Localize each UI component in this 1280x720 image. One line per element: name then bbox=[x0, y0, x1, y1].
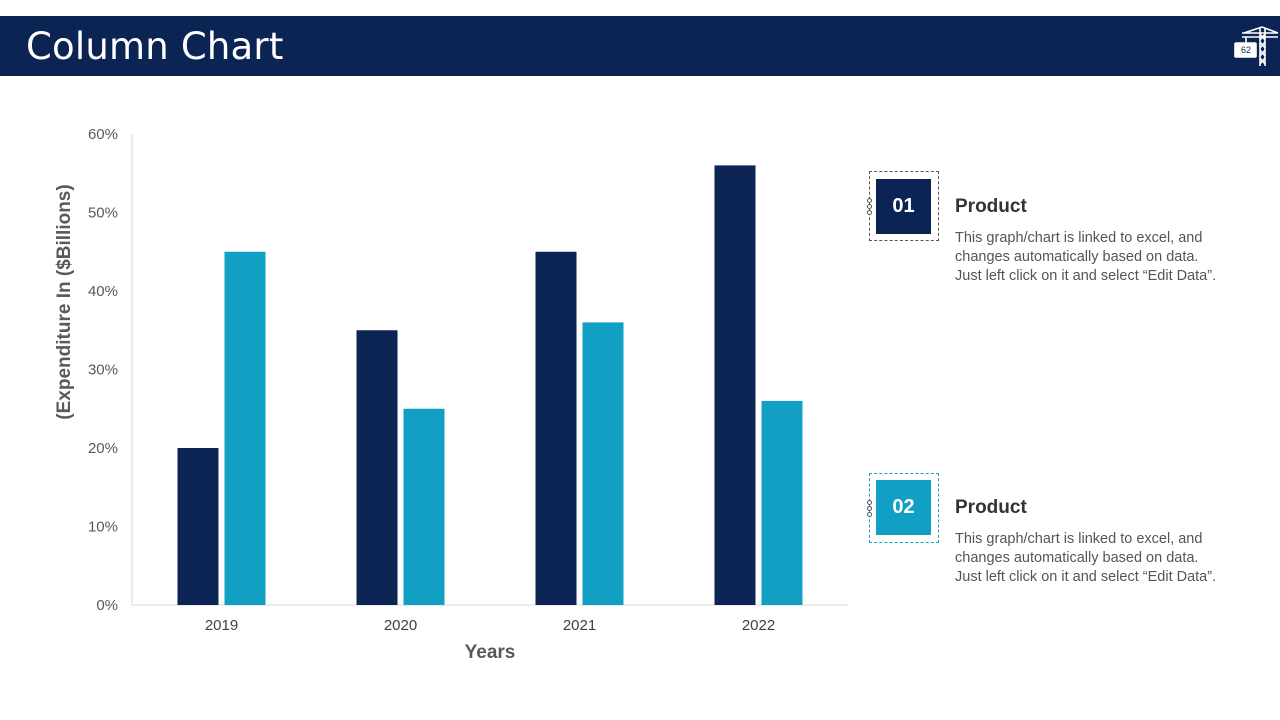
bar-2020-series-1 bbox=[356, 330, 398, 605]
y-tick-label: 10% bbox=[88, 519, 118, 536]
column-chart: 0% 10% 20% 30% 40% 50% 60% 2019 2020 2021 2022 Ye… bbox=[54, 126, 848, 663]
legend-2-line-3: Just left click on it and select “Edit D… bbox=[955, 569, 1217, 585]
legend-1-badge: 01 bbox=[876, 179, 931, 234]
x-tick-label: 2019 bbox=[205, 617, 238, 634]
bar-2022-series-1 bbox=[714, 165, 756, 605]
legend-2-line-1: This graph/chart is linked to excel, and bbox=[955, 531, 1203, 547]
bar-2019-series-2 bbox=[224, 251, 266, 605]
y-tick-label: 40% bbox=[88, 283, 118, 300]
crane-icon bbox=[1234, 26, 1279, 66]
legend-2-frame bbox=[867, 473, 939, 543]
bar-2021-series-1 bbox=[535, 251, 577, 605]
page-title: Column Chart bbox=[26, 25, 284, 68]
y-tick-label: 60% bbox=[88, 126, 118, 143]
legend-1-frame bbox=[867, 171, 939, 241]
legend-1-line-3: Just left click on it and select “Edit D… bbox=[955, 268, 1217, 284]
bar-2019-series-1 bbox=[177, 448, 219, 605]
x-tick-label: 2020 bbox=[384, 617, 417, 634]
y-axis-label: (Expenditure In ($Billions) bbox=[54, 184, 75, 419]
bar-2021-series-2 bbox=[582, 322, 624, 605]
y-tick-label: 0% bbox=[96, 597, 118, 614]
page-number: 62 bbox=[1240, 45, 1251, 55]
y-tick-label: 50% bbox=[88, 205, 118, 222]
legend-1-line-1: This graph/chart is linked to excel, and bbox=[955, 230, 1203, 246]
x-tick-label: 2022 bbox=[742, 617, 775, 634]
legend-2-badge: 02 bbox=[876, 480, 931, 535]
x-axis-label: Years bbox=[465, 642, 516, 663]
legend-1-description: This graph/chart is linked to excel, and… bbox=[955, 229, 1255, 286]
legend-2-line-2: changes automatically based on data. bbox=[955, 550, 1199, 566]
bar-2022-series-2 bbox=[761, 400, 803, 605]
x-tick-label: 2021 bbox=[563, 617, 596, 634]
y-tick-label: 20% bbox=[88, 440, 118, 457]
legend-2-heading: Product bbox=[955, 497, 1027, 518]
bar-2020-series-2 bbox=[403, 408, 445, 605]
legend-2-description: This graph/chart is linked to excel, and… bbox=[955, 530, 1255, 587]
title-bar: Column Chart 62 bbox=[0, 16, 1280, 76]
legend-1-heading: Product bbox=[955, 196, 1027, 217]
legend-1-line-2: changes automatically based on data. bbox=[955, 249, 1199, 265]
y-tick-label: 30% bbox=[88, 362, 118, 379]
